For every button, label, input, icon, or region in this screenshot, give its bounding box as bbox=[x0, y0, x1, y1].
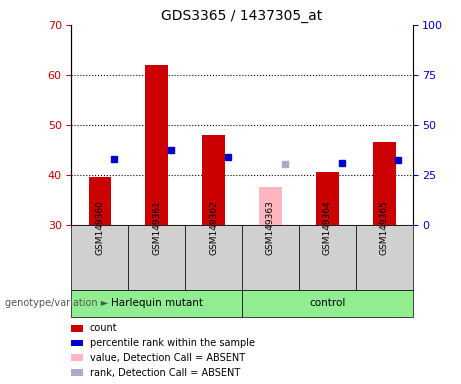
Title: GDS3365 / 1437305_at: GDS3365 / 1437305_at bbox=[161, 8, 323, 23]
Bar bbox=[373, 142, 396, 225]
Text: count: count bbox=[90, 323, 118, 333]
Bar bbox=[316, 172, 339, 225]
Bar bbox=[145, 65, 168, 225]
Text: GSM149360: GSM149360 bbox=[95, 200, 104, 255]
Text: GSM149365: GSM149365 bbox=[380, 200, 389, 255]
Text: GSM149364: GSM149364 bbox=[323, 200, 332, 255]
Text: Harlequin mutant: Harlequin mutant bbox=[111, 298, 203, 308]
Text: genotype/variation ►: genotype/variation ► bbox=[5, 298, 108, 308]
Bar bbox=[89, 177, 111, 225]
Bar bbox=[259, 187, 282, 225]
Text: rank, Detection Call = ABSENT: rank, Detection Call = ABSENT bbox=[90, 368, 240, 378]
Text: control: control bbox=[309, 298, 345, 308]
Text: percentile rank within the sample: percentile rank within the sample bbox=[90, 338, 255, 348]
Bar bbox=[202, 135, 225, 225]
Text: GSM149363: GSM149363 bbox=[266, 200, 275, 255]
Text: GSM149361: GSM149361 bbox=[152, 200, 161, 255]
Text: value, Detection Call = ABSENT: value, Detection Call = ABSENT bbox=[90, 353, 245, 363]
Text: GSM149362: GSM149362 bbox=[209, 200, 218, 255]
